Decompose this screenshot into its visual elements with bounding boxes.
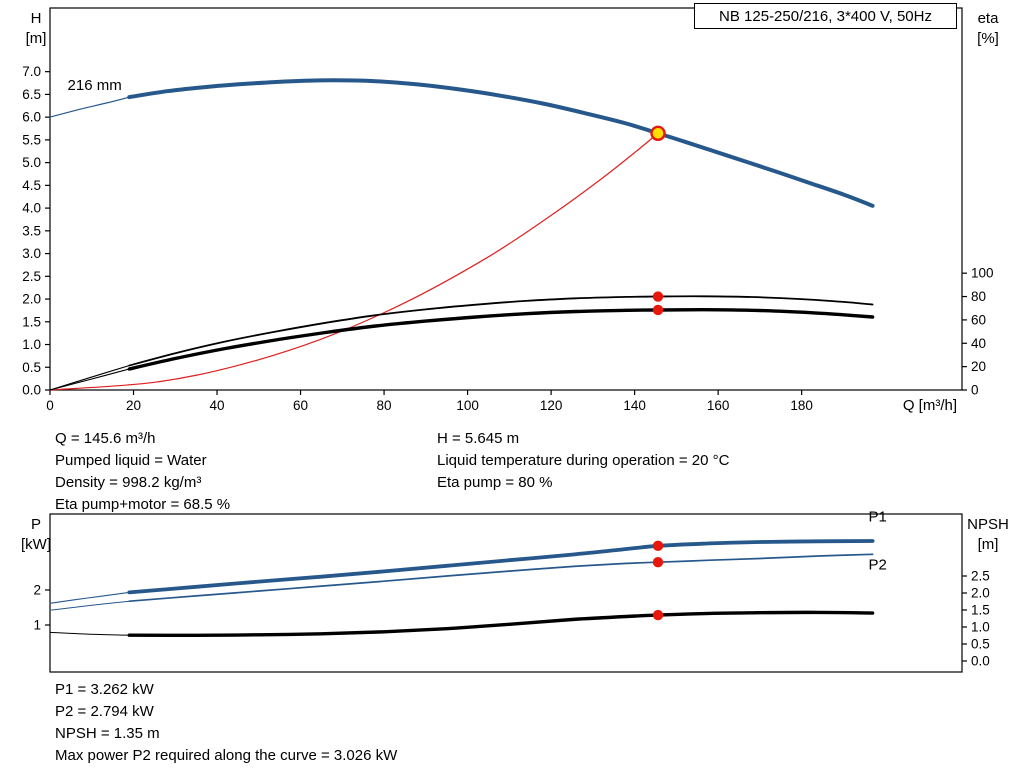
- right-tick-label: 0.5: [971, 636, 990, 651]
- info-line-q: Q = 145.6 m³/h: [55, 430, 156, 447]
- info-line-eta-pump-motor: Eta pump+motor = 68.5 %: [55, 496, 231, 513]
- left-tick-label: 4.5: [22, 178, 41, 193]
- info-line-temperature: Liquid temperature during operation = 20…: [437, 452, 730, 469]
- left-tick-label: 5.5: [22, 132, 41, 147]
- left-tick-label: 1: [33, 617, 41, 632]
- right-tick-label: 100: [971, 266, 994, 281]
- duty-point-marker[interactable]: [650, 125, 666, 141]
- left-tick-label: 0.0: [22, 383, 41, 398]
- impeller-diameter-label: 216 mm: [68, 77, 122, 94]
- p2-extension: [49, 600, 130, 611]
- right-tick-label: 0: [971, 383, 979, 398]
- p2-duty-dot: [652, 556, 664, 568]
- p1-duty-dot: [652, 540, 664, 552]
- left-tick-label: 6.5: [22, 87, 41, 102]
- power-info-block: P1 = 3.262 kW P2 = 2.794 kW NPSH = 1.35 …: [55, 679, 397, 767]
- right-tick-label: 1.5: [971, 602, 990, 617]
- left-tick-label: 1.5: [22, 314, 41, 329]
- info-line-eta-pump: Eta pump = 80 %: [437, 474, 553, 491]
- x-tick-label: 160: [707, 398, 730, 413]
- right-tick-label: 0.0: [971, 653, 990, 668]
- left-axis-title: H: [31, 10, 42, 27]
- head-curve-216mm: [127, 78, 875, 208]
- x-tick-label: 60: [293, 398, 308, 413]
- x-tick-label: 80: [377, 398, 392, 413]
- pump-model-title: NB 125-250/216, 3*400 V, 50Hz: [719, 7, 932, 25]
- left-axis-title: [kW]: [21, 536, 51, 553]
- left-tick-label: 6.0: [22, 110, 41, 125]
- info-line-max-p2: Max power P2 required along the curve = …: [55, 747, 398, 764]
- hq-eta-chart-frame: [49, 7, 963, 391]
- npsh-extension: [49, 631, 130, 636]
- npsh-duty-dot: [652, 609, 664, 621]
- left-tick-label: 5.0: [22, 155, 41, 170]
- right-tick-label: 1.0: [971, 619, 990, 634]
- head-curve-min-flow-extension: [49, 96, 130, 118]
- duty-info-left: Q = 145.6 m³/h Pumped liquid = Water Den…: [55, 428, 230, 516]
- p2-curve: [128, 553, 874, 603]
- right-tick-label: 40: [971, 336, 986, 351]
- x-tick-label: 20: [126, 398, 141, 413]
- info-line-p2: P2 = 2.794 kW: [55, 703, 154, 720]
- left-tick-label: 7.0: [22, 64, 41, 79]
- right-tick-label: 2.5: [971, 569, 990, 584]
- right-tick-label: 60: [971, 312, 986, 327]
- p1-extension: [49, 591, 130, 604]
- info-line-h: H = 5.645 m: [437, 430, 520, 447]
- npsh-curve: [127, 610, 875, 638]
- info-line-p1: P1 = 3.262 kW: [55, 681, 154, 698]
- x-tick-label: 180: [790, 398, 813, 413]
- left-axis-title: P: [31, 516, 41, 533]
- x-tick-label: 0: [46, 398, 54, 413]
- x-axis-title: Q [m³/h]: [903, 397, 957, 414]
- left-tick-label: 4.0: [22, 201, 41, 216]
- power-npsh-chart-frame: [49, 513, 963, 673]
- system-curve: [49, 132, 659, 391]
- x-tick-label: 100: [456, 398, 479, 413]
- eta-pump-duty-dot: [652, 291, 664, 302]
- left-tick-label: 0.5: [22, 360, 41, 375]
- eta-pump-curve: [128, 295, 874, 367]
- eta-pump-motor-curve: [127, 308, 875, 371]
- right-axis-title: [%]: [977, 30, 999, 47]
- right-tick-label: 20: [971, 359, 986, 374]
- left-axis-title: [m]: [26, 30, 47, 47]
- p1-curve-label: P1: [868, 509, 886, 526]
- right-tick-label: 2.0: [971, 586, 990, 601]
- eta-pump-motor-duty-dot: [652, 304, 664, 316]
- x-tick-label: 140: [623, 398, 646, 413]
- p2-curve-label: P2: [868, 557, 886, 574]
- info-line-density: Density = 998.2 kg/m³: [55, 474, 202, 491]
- right-axis-title: eta: [978, 10, 1000, 27]
- left-tick-label: 3.5: [22, 223, 41, 238]
- left-tick-label: 2.5: [22, 269, 41, 284]
- left-tick-label: 2.0: [22, 292, 41, 307]
- p1-curve: [127, 539, 875, 595]
- left-tick-label: 3.0: [22, 246, 41, 261]
- info-line-liquid: Pumped liquid = Water: [55, 452, 207, 469]
- right-axis-title: [m]: [978, 536, 999, 553]
- duty-info-right: H = 5.645 m Liquid temperature during op…: [437, 428, 729, 494]
- x-tick-label: 120: [540, 398, 563, 413]
- pump-model-title-box: NB 125-250/216, 3*400 V, 50Hz: [694, 3, 957, 29]
- right-axis-title: NPSH: [967, 516, 1009, 533]
- eta-pump-motor-extension: [49, 368, 130, 391]
- left-tick-label: 1.0: [22, 337, 41, 352]
- left-tick-label: 2: [33, 582, 41, 597]
- x-tick-label: 40: [210, 398, 225, 413]
- right-tick-label: 80: [971, 289, 986, 304]
- info-line-npsh: NPSH = 1.35 m: [55, 725, 160, 742]
